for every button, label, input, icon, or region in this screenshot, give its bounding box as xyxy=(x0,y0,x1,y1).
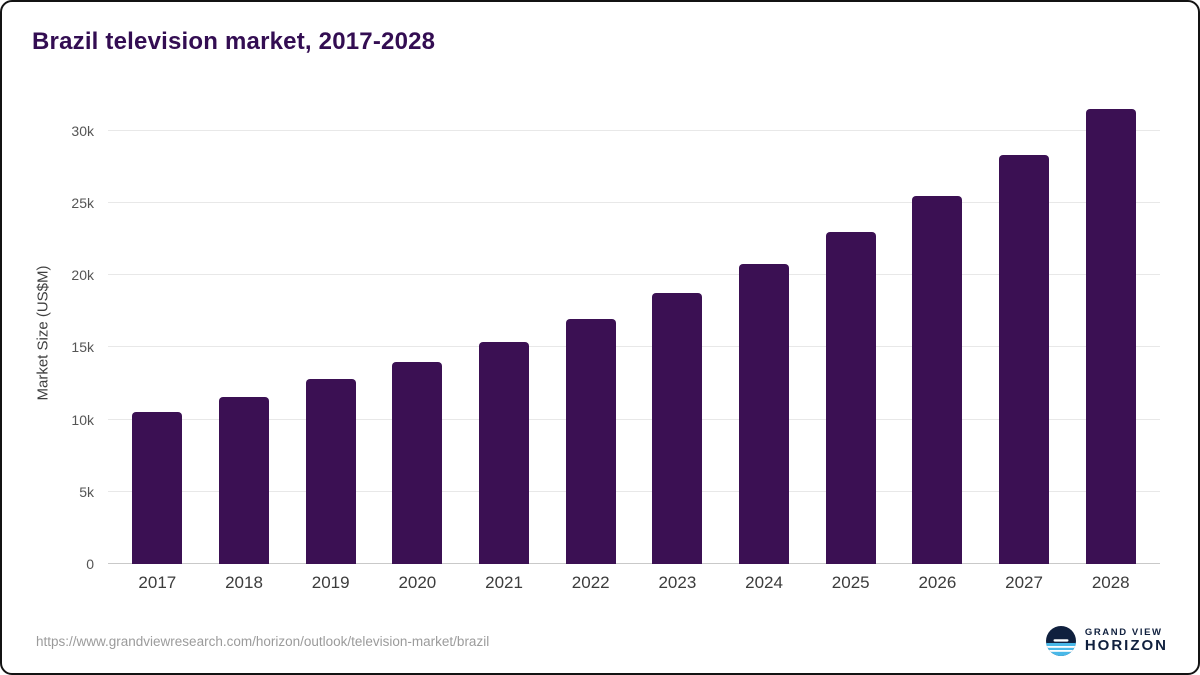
bars-row xyxy=(108,102,1160,564)
bar-cell xyxy=(201,102,288,564)
y-tick-label: 10k xyxy=(71,411,94,428)
x-tick-label: 2017 xyxy=(138,573,177,592)
y-tick-label: 15k xyxy=(71,339,94,356)
gridline xyxy=(108,346,1160,348)
y-tick-label: 30k xyxy=(71,122,94,139)
y-tick-label: 20k xyxy=(71,267,94,284)
bar-2018[interactable] xyxy=(219,396,269,564)
x-tick-label: 2023 xyxy=(658,573,697,592)
bar-2022[interactable] xyxy=(565,318,616,564)
bar-2019[interactable] xyxy=(305,379,356,564)
y-tick-label: 0 xyxy=(86,556,94,572)
x-tick-label: 2024 xyxy=(745,573,783,592)
bar-2023[interactable] xyxy=(652,292,703,564)
bar-cell xyxy=(114,102,201,564)
bar-2025[interactable] xyxy=(825,231,876,564)
gridline xyxy=(108,563,1160,564)
logo-line1: GRAND VIEW xyxy=(1084,626,1163,638)
y-tick-label: 25k xyxy=(71,195,94,212)
bar-2028[interactable] xyxy=(1085,109,1136,564)
bar-cell xyxy=(981,102,1068,564)
gridline xyxy=(108,129,1160,131)
bar-2027[interactable] xyxy=(999,155,1050,564)
gridline xyxy=(108,490,1160,492)
y-tick-label: 5k xyxy=(79,483,94,500)
bar-2020[interactable] xyxy=(392,361,443,564)
x-axis-ticks: 2017 2018 2019 2020 2021 2022 2023 2024 2025 2026… xyxy=(108,564,1160,602)
bar-cell xyxy=(287,102,374,564)
bar-2021[interactable] xyxy=(479,341,530,564)
bar-2026[interactable] xyxy=(912,195,963,564)
bar-2017[interactable] xyxy=(132,412,183,564)
bar-cell xyxy=(894,102,981,564)
bar-cell xyxy=(547,102,634,564)
gridline xyxy=(108,274,1160,276)
bar-chart: Market Size (US$M) 0 5k 10k 15k 20k 25k 30k 20… xyxy=(30,102,1160,602)
gridline xyxy=(108,418,1160,420)
y-axis-ticks: 0 5k 10k 15k 20k 25k 30k xyxy=(56,102,108,572)
chart-title: Brazil television market, 2017-2028 xyxy=(32,28,436,55)
logo-text: GRAND VIEW HORIZON xyxy=(1084,626,1168,655)
x-tick-label: 2022 xyxy=(571,573,610,592)
x-tick-label: 2028 xyxy=(1091,573,1130,592)
bar-cell xyxy=(634,102,721,564)
x-tick-label: 2019 xyxy=(311,573,350,592)
x-tick-label: 2020 xyxy=(398,573,437,592)
x-tick-label: 2025 xyxy=(831,573,870,592)
gridline xyxy=(108,202,1160,204)
source-url: https://www.grandviewresearch.com/horizo… xyxy=(36,633,490,649)
x-tick-label: 2021 xyxy=(485,573,523,592)
footer: https://www.grandviewresearch.com/horizo… xyxy=(36,625,1168,657)
plot-area xyxy=(108,102,1160,564)
y-axis: Market Size (US$M) xyxy=(30,102,56,564)
y-axis-label: Market Size (US$M) xyxy=(34,265,52,401)
horizon-logo-icon xyxy=(1045,626,1076,656)
bar-cell xyxy=(461,102,548,564)
x-tick-label: 2027 xyxy=(1005,573,1043,592)
bar-cell xyxy=(1067,102,1154,564)
bar-2024[interactable] xyxy=(739,263,790,564)
logo-line2: HORIZON xyxy=(1084,636,1168,654)
x-tick-label: 2018 xyxy=(225,573,263,592)
bar-cell xyxy=(721,102,808,564)
x-tick-label: 2026 xyxy=(918,573,957,592)
bar-cell xyxy=(374,102,461,564)
bar-cell xyxy=(807,102,894,564)
grand-view-horizon-logo: GRAND VIEW HORIZON xyxy=(1045,625,1168,657)
